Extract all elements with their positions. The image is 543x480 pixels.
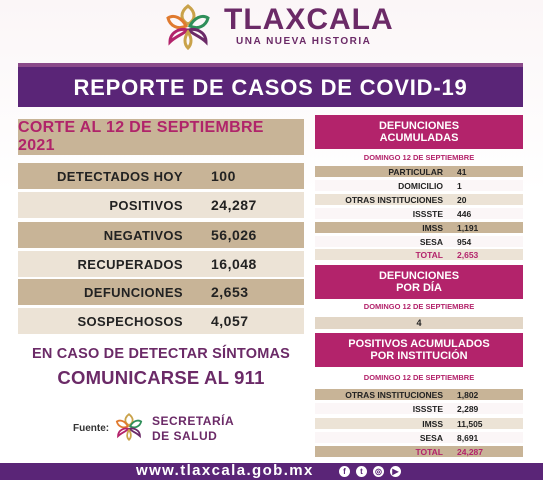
- source-name-line2: DE SALUD: [152, 429, 218, 443]
- footer-bar: www.tlaxcala.gob.mx f t ◎ ▶: [0, 462, 543, 480]
- defunciones-dia-date: DOMINGO 12 DE SEPTIEMBRE: [363, 302, 475, 311]
- youtube-icon[interactable]: ▶: [390, 466, 401, 477]
- defunciones-acumuladas-header: DEFUNCIONES ACUMULADAS: [315, 115, 523, 149]
- row-value: 1,802: [457, 389, 479, 400]
- table-row-total: TOTAL 24,287: [315, 446, 523, 457]
- call-911-message: COMUNICARSE AL 911: [57, 367, 265, 388]
- stat-label: DEFUNCIONES: [83, 284, 183, 300]
- row-value: 446: [457, 208, 472, 219]
- stat-label: SOSPECHOSOS: [77, 313, 183, 329]
- corte-header: CORTE AL 12 DE SEPTIEMBRE 2021: [18, 119, 304, 155]
- table-row: IMSS 11,505: [315, 418, 523, 429]
- source-label: Fuente:: [73, 423, 110, 434]
- corte-text: CORTE AL 12 DE SEPTIEMBRE 2021: [18, 119, 264, 154]
- header-line1: DEFUNCIONES: [378, 270, 460, 282]
- row-value: 1,191: [457, 222, 479, 233]
- stat-value: 100: [211, 168, 236, 184]
- stat-label: NEGATIVOS: [103, 227, 183, 243]
- report-banner: REPORTE DE CASOS DE COVID-19: [18, 63, 523, 107]
- stat-row-positivos: POSITIVOS 24,287: [18, 192, 304, 218]
- report-title: REPORTE DE CASOS DE COVID-19: [73, 75, 468, 100]
- defunciones-dia-header: DEFUNCIONES POR DÍA: [315, 265, 523, 299]
- row-value: 8,691: [457, 432, 479, 443]
- stat-label: POSITIVOS: [109, 197, 183, 213]
- header-line1: POSITIVOS ACUMULADOS: [348, 338, 490, 350]
- table-row: OTRAS INSTITUCIONES 1,802: [315, 389, 523, 400]
- row-label: OTRAS INSTITUCIONES: [345, 194, 443, 205]
- row-label: OTRAS INSTITUCIONES: [345, 389, 443, 400]
- row-label: SESA: [419, 432, 443, 443]
- source-name-line1: SECRETARÍA: [152, 414, 235, 428]
- row-label: IMSS: [422, 222, 443, 233]
- stat-row-recuperados: RECUPERADOS 16,048: [18, 251, 304, 277]
- table-row-total: TOTAL 2,653: [315, 249, 523, 260]
- stat-label: DETECTADOS HOY: [57, 168, 183, 184]
- positivos-institucion-date: DOMINGO 12 DE SEPTIEMBRE: [363, 373, 475, 382]
- row-label: ISSSTE: [412, 403, 443, 414]
- row-value: 11,505: [457, 418, 483, 429]
- table-row: SESA 8,691: [315, 432, 523, 443]
- positivos-institucion-header: POSITIVOS ACUMULADOS POR INSTITUCIÓN: [315, 333, 523, 367]
- stat-label: RECUPERADOS: [77, 256, 183, 272]
- row-label: ISSSTE: [412, 208, 443, 219]
- stat-value: 4,057: [211, 313, 249, 329]
- row-value: 24,287: [457, 446, 483, 457]
- row-value: 954: [457, 236, 472, 247]
- defunciones-acumuladas-date: DOMINGO 12 DE SEPTIEMBRE: [363, 153, 475, 162]
- row-value: 2,289: [457, 403, 479, 414]
- instagram-icon[interactable]: ◎: [373, 466, 384, 477]
- row-label: SESA: [419, 236, 443, 247]
- stat-row-negativos: NEGATIVOS 56,026: [18, 222, 304, 248]
- row-value: 41: [457, 166, 467, 177]
- row-label: DOMICILIO: [398, 180, 443, 191]
- stat-row-sospechosos: SOSPECHOSOS 4,057: [18, 308, 304, 334]
- stat-value: 16,048: [211, 256, 257, 272]
- stat-value: 2,653: [211, 284, 249, 300]
- tlaxcala-flower-logo-icon: [166, 4, 210, 51]
- table-row: ISSSTE 2,289: [315, 403, 523, 414]
- symptoms-message: EN CASO DE DETECTAR SÍNTOMAS: [31, 346, 291, 362]
- row-label: PARTICULAR: [388, 166, 443, 177]
- table-row: IMSS 1,191: [315, 222, 523, 233]
- row-value: 2,653: [457, 249, 479, 260]
- secretaria-salud-logo-icon: [115, 413, 143, 442]
- row-label: IMSS: [422, 418, 443, 429]
- website-link[interactable]: www.tlaxcala.gob.mx: [136, 462, 314, 479]
- row-label: TOTAL: [415, 446, 443, 457]
- table-row: ISSSTE 446: [315, 208, 523, 219]
- stat-row-defunciones: DEFUNCIONES 2,653: [18, 279, 304, 305]
- row-value: 1: [457, 180, 462, 191]
- row-label: TOTAL: [415, 249, 443, 260]
- stat-value: 56,026: [211, 227, 257, 243]
- brand-subtitle: UNA NUEVA HISTORIA: [236, 36, 372, 47]
- brand-title: TLAXCALA: [224, 3, 394, 36]
- defunciones-dia-value: 4: [315, 317, 523, 329]
- header-line2: ACUMULADAS: [379, 132, 459, 144]
- table-row: DOMICILIO 1: [315, 180, 523, 191]
- header-line2: POR DÍA: [396, 282, 442, 294]
- row-value: 20: [457, 194, 467, 205]
- stat-value: 24,287: [211, 197, 257, 213]
- header-line2: POR INSTITUCIÓN: [370, 350, 468, 362]
- table-row: SESA 954: [315, 236, 523, 247]
- header-line1: DEFUNCIONES: [378, 120, 460, 132]
- table-row: OTRAS INSTITUCIONES 20: [315, 194, 523, 205]
- table-row: PARTICULAR 41: [315, 166, 523, 177]
- stat-row-detectados: DETECTADOS HOY 100: [18, 163, 304, 189]
- facebook-icon[interactable]: f: [339, 466, 350, 477]
- twitter-icon[interactable]: t: [356, 466, 367, 477]
